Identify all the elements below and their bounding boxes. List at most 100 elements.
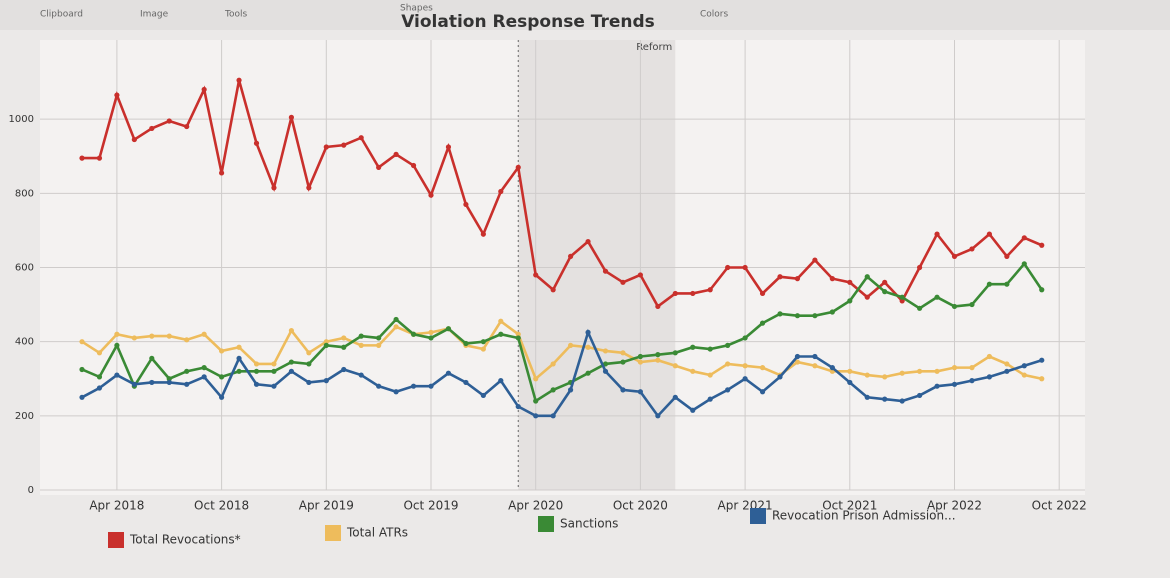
data-point bbox=[79, 366, 85, 373]
data-point bbox=[288, 327, 294, 334]
data-point bbox=[219, 394, 225, 400]
data-point bbox=[707, 396, 713, 402]
x-tick-label: Oct 2020 bbox=[613, 499, 668, 513]
data-point bbox=[358, 372, 364, 378]
x-tick-label: Apr 2019 bbox=[299, 499, 354, 513]
data-point bbox=[655, 357, 661, 363]
series-line bbox=[81, 328, 1043, 418]
data-point bbox=[79, 155, 85, 161]
data-point bbox=[463, 379, 469, 386]
data-point bbox=[393, 389, 399, 395]
data-point bbox=[934, 383, 940, 389]
data-point bbox=[393, 324, 399, 330]
data-point bbox=[812, 257, 818, 263]
y-tick-label: 1000 bbox=[9, 114, 34, 125]
data-point bbox=[1021, 235, 1027, 241]
data-point bbox=[812, 313, 818, 319]
data-point bbox=[498, 318, 504, 324]
x-tick-label: Oct 2018 bbox=[194, 499, 249, 513]
data-point bbox=[812, 363, 818, 369]
data-point bbox=[114, 372, 120, 378]
data-point bbox=[568, 253, 574, 259]
data-point bbox=[759, 365, 766, 371]
legend-label: Revocation Prison Admission... bbox=[772, 509, 956, 523]
data-point bbox=[393, 316, 399, 323]
data-point bbox=[201, 374, 207, 380]
data-point bbox=[341, 142, 347, 148]
data-point bbox=[794, 276, 801, 282]
data-point bbox=[899, 398, 905, 404]
data-point bbox=[201, 331, 207, 337]
data-point bbox=[742, 376, 748, 382]
toolbar-label: Tools bbox=[224, 10, 247, 20]
data-point bbox=[725, 361, 731, 367]
data-point bbox=[428, 383, 434, 389]
data-point bbox=[271, 383, 277, 389]
data-point bbox=[1039, 376, 1045, 382]
data-point bbox=[917, 264, 923, 271]
data-point bbox=[899, 370, 905, 376]
data-point bbox=[951, 365, 958, 371]
data-point bbox=[358, 135, 364, 141]
data-point bbox=[986, 231, 993, 237]
data-point bbox=[742, 363, 748, 369]
data-point bbox=[602, 348, 609, 354]
data-point bbox=[445, 326, 452, 332]
data-point bbox=[271, 368, 277, 374]
data-point bbox=[550, 413, 556, 419]
x-tick-label: Oct 2022 bbox=[1032, 499, 1087, 513]
data-point bbox=[847, 368, 853, 374]
data-point bbox=[864, 372, 870, 378]
data-point bbox=[376, 164, 382, 170]
data-point bbox=[882, 374, 888, 380]
data-point bbox=[882, 396, 888, 402]
y-tick-label: 600 bbox=[15, 263, 34, 274]
data-point bbox=[1004, 361, 1010, 367]
data-point bbox=[882, 279, 888, 285]
data-point bbox=[847, 298, 853, 304]
data-point bbox=[951, 303, 958, 310]
data-point bbox=[951, 253, 958, 259]
data-point bbox=[306, 185, 312, 191]
data-point bbox=[620, 279, 626, 285]
data-point bbox=[306, 379, 312, 386]
legend-swatch bbox=[325, 525, 341, 541]
data-point bbox=[393, 151, 399, 157]
series-line bbox=[81, 319, 1043, 381]
x-tick-label: Apr 2022 bbox=[927, 499, 982, 513]
data-point bbox=[533, 398, 539, 404]
data-point bbox=[445, 370, 452, 376]
ribbon bbox=[0, 0, 1170, 30]
data-point bbox=[934, 231, 940, 237]
data-point bbox=[969, 246, 975, 252]
data-point bbox=[864, 294, 870, 300]
data-point bbox=[271, 361, 277, 367]
data-point bbox=[672, 350, 678, 356]
data-point bbox=[847, 279, 853, 285]
data-point bbox=[812, 353, 818, 360]
data-point bbox=[184, 368, 190, 374]
data-point bbox=[829, 276, 835, 282]
data-point bbox=[917, 368, 923, 374]
data-point bbox=[533, 272, 539, 278]
data-point bbox=[410, 383, 417, 389]
data-point bbox=[794, 353, 801, 360]
data-point bbox=[969, 378, 975, 384]
data-point bbox=[79, 394, 85, 400]
data-point bbox=[358, 333, 364, 339]
data-point bbox=[428, 192, 434, 198]
series-line bbox=[81, 261, 1043, 404]
data-point bbox=[672, 394, 678, 400]
data-point bbox=[655, 352, 661, 358]
data-point bbox=[323, 342, 329, 348]
data-point bbox=[986, 281, 993, 287]
data-point bbox=[864, 394, 870, 400]
data-point bbox=[864, 274, 870, 280]
data-point bbox=[829, 365, 835, 371]
data-point bbox=[480, 339, 486, 345]
legend-label: Total ATRs bbox=[346, 526, 408, 540]
data-point bbox=[1004, 368, 1010, 374]
data-point bbox=[114, 92, 120, 98]
data-point bbox=[794, 359, 801, 365]
